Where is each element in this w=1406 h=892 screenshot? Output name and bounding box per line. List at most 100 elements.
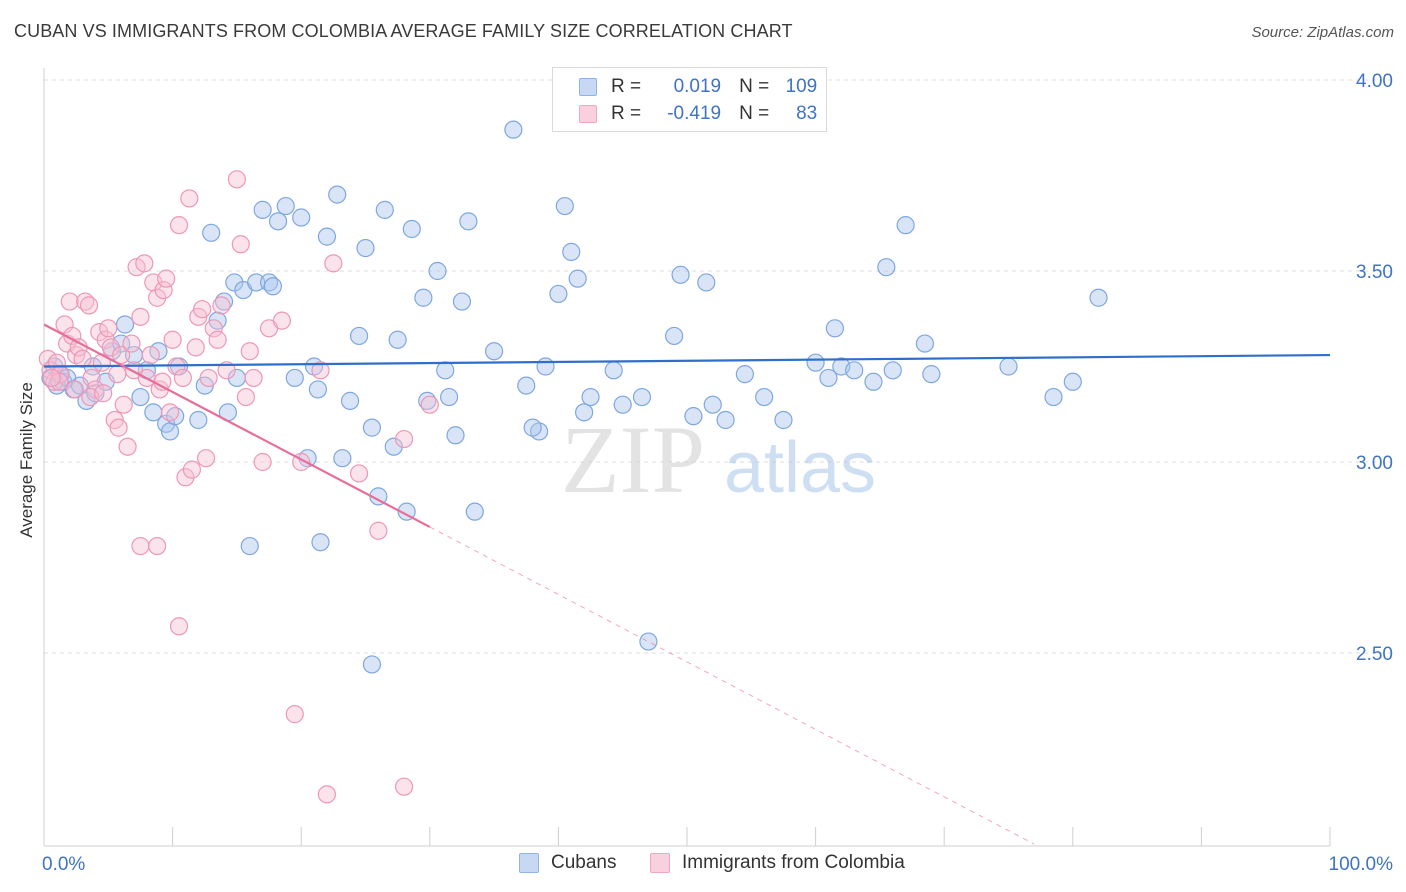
- bottom-legend-colombia: Immigrants from Colombia: [650, 852, 905, 874]
- cuban-point: [308, 380, 328, 399]
- cuban-point: [115, 315, 135, 334]
- colombia-point: [204, 319, 223, 338]
- colombia-point: [154, 281, 173, 300]
- colombia-point: [99, 319, 118, 338]
- colombia-point: [180, 189, 199, 208]
- colombia-point: [65, 380, 84, 399]
- legend-r-value: 0.019: [673, 76, 722, 97]
- legend-swatch-pink: [579, 105, 597, 123]
- cuban-trend-line: [43, 353, 1331, 368]
- cuban-point: [774, 410, 793, 430]
- y-tick-label: 4.00: [1356, 71, 1393, 92]
- cuban-point: [562, 242, 581, 261]
- cuban-point: [362, 418, 382, 437]
- colombia-point: [272, 311, 292, 330]
- colombia-point: [176, 468, 195, 487]
- colombia-point: [90, 323, 109, 342]
- legend-r-value: -0.419: [667, 103, 722, 124]
- cuban-point: [1044, 387, 1063, 407]
- cuban-point: [328, 185, 347, 204]
- watermark-atlas: atlas: [724, 428, 876, 508]
- colombia-point: [186, 338, 205, 357]
- cuban-point: [384, 437, 403, 456]
- colombia-point: [60, 292, 79, 311]
- colombia-point: [167, 357, 186, 376]
- cuban-point: [375, 200, 394, 219]
- cuban-point: [485, 342, 504, 361]
- cuban-point: [896, 216, 915, 235]
- data-points: [38, 120, 1108, 804]
- cuban-point: [428, 261, 447, 281]
- colombia-point: [131, 307, 150, 326]
- cuban-point: [697, 273, 716, 292]
- cuban-point: [340, 391, 360, 410]
- colombia-point: [112, 345, 131, 365]
- colombia-point: [253, 452, 272, 472]
- colombia-point: [240, 342, 259, 361]
- legend-r-label: R =: [611, 103, 642, 124]
- cuban-point: [883, 361, 902, 380]
- colombia-trend-line: [43, 323, 431, 528]
- cuban-point: [555, 196, 574, 216]
- colombia-point: [148, 288, 167, 307]
- colombia-point: [109, 418, 128, 437]
- chart-title: CUBAN VS IMMIGRANTS FROM COLOMBIA AVERAG…: [14, 21, 793, 41]
- colombia-point: [73, 349, 92, 368]
- bottom-legend-swatch-blue: [519, 853, 539, 873]
- colombia-point: [160, 403, 180, 422]
- colombia-point: [217, 361, 236, 380]
- cuban-point: [131, 387, 150, 407]
- cuban-point: [459, 212, 478, 231]
- colombia-point: [196, 449, 216, 468]
- cuban-point: [845, 361, 864, 380]
- cuban-point: [465, 502, 484, 521]
- cuban-point: [202, 223, 221, 242]
- colombia-point: [349, 464, 369, 483]
- cuban-point: [735, 365, 754, 384]
- legend-n-label: N =: [739, 76, 770, 97]
- colombia-point: [199, 368, 218, 388]
- watermark: ZIP atlas: [561, 406, 876, 513]
- cuban-point: [160, 422, 180, 441]
- cuban-point: [439, 387, 459, 407]
- trend-lines: [43, 323, 1331, 845]
- cuban-point: [414, 288, 433, 307]
- colombia-point: [212, 296, 231, 315]
- cuban-point: [915, 334, 935, 353]
- colombia-point: [173, 368, 192, 388]
- colombia-point: [420, 395, 439, 414]
- y-tick-label: 2.50: [1356, 644, 1393, 665]
- cuban-point: [311, 533, 330, 552]
- cuban-point: [436, 361, 455, 380]
- colombia-point: [311, 361, 330, 380]
- cuban-point: [349, 326, 369, 346]
- colombia-point: [394, 429, 414, 449]
- colombia-point: [131, 536, 150, 556]
- cuban-point: [268, 212, 288, 231]
- cuban-point: [504, 120, 523, 139]
- cuban-point: [639, 632, 658, 651]
- cuban-point: [703, 395, 722, 414]
- colombia-point: [101, 338, 120, 357]
- cuban-point: [189, 410, 208, 430]
- colombia-point: [169, 216, 189, 235]
- legend-n-value: 109: [785, 76, 818, 97]
- colombia-point: [231, 235, 250, 254]
- colombia-point: [79, 296, 99, 315]
- colombia-point: [108, 365, 127, 384]
- cuban-point: [632, 387, 652, 407]
- cuban-point: [253, 200, 272, 219]
- cuban-point: [517, 376, 536, 395]
- colombia-point: [94, 384, 113, 403]
- legend-n-label: N =: [739, 103, 770, 124]
- cuban-point: [806, 353, 825, 372]
- cuban-point: [864, 372, 883, 391]
- cuban-point: [684, 407, 703, 426]
- x-tick-label: 100.0%: [1329, 854, 1394, 875]
- cuban-point: [333, 449, 352, 468]
- colombia-point: [208, 330, 227, 349]
- cuban-point: [922, 365, 941, 384]
- legend-r-label: R =: [611, 76, 642, 97]
- cuban-point: [402, 219, 421, 239]
- cuban-point: [317, 227, 337, 246]
